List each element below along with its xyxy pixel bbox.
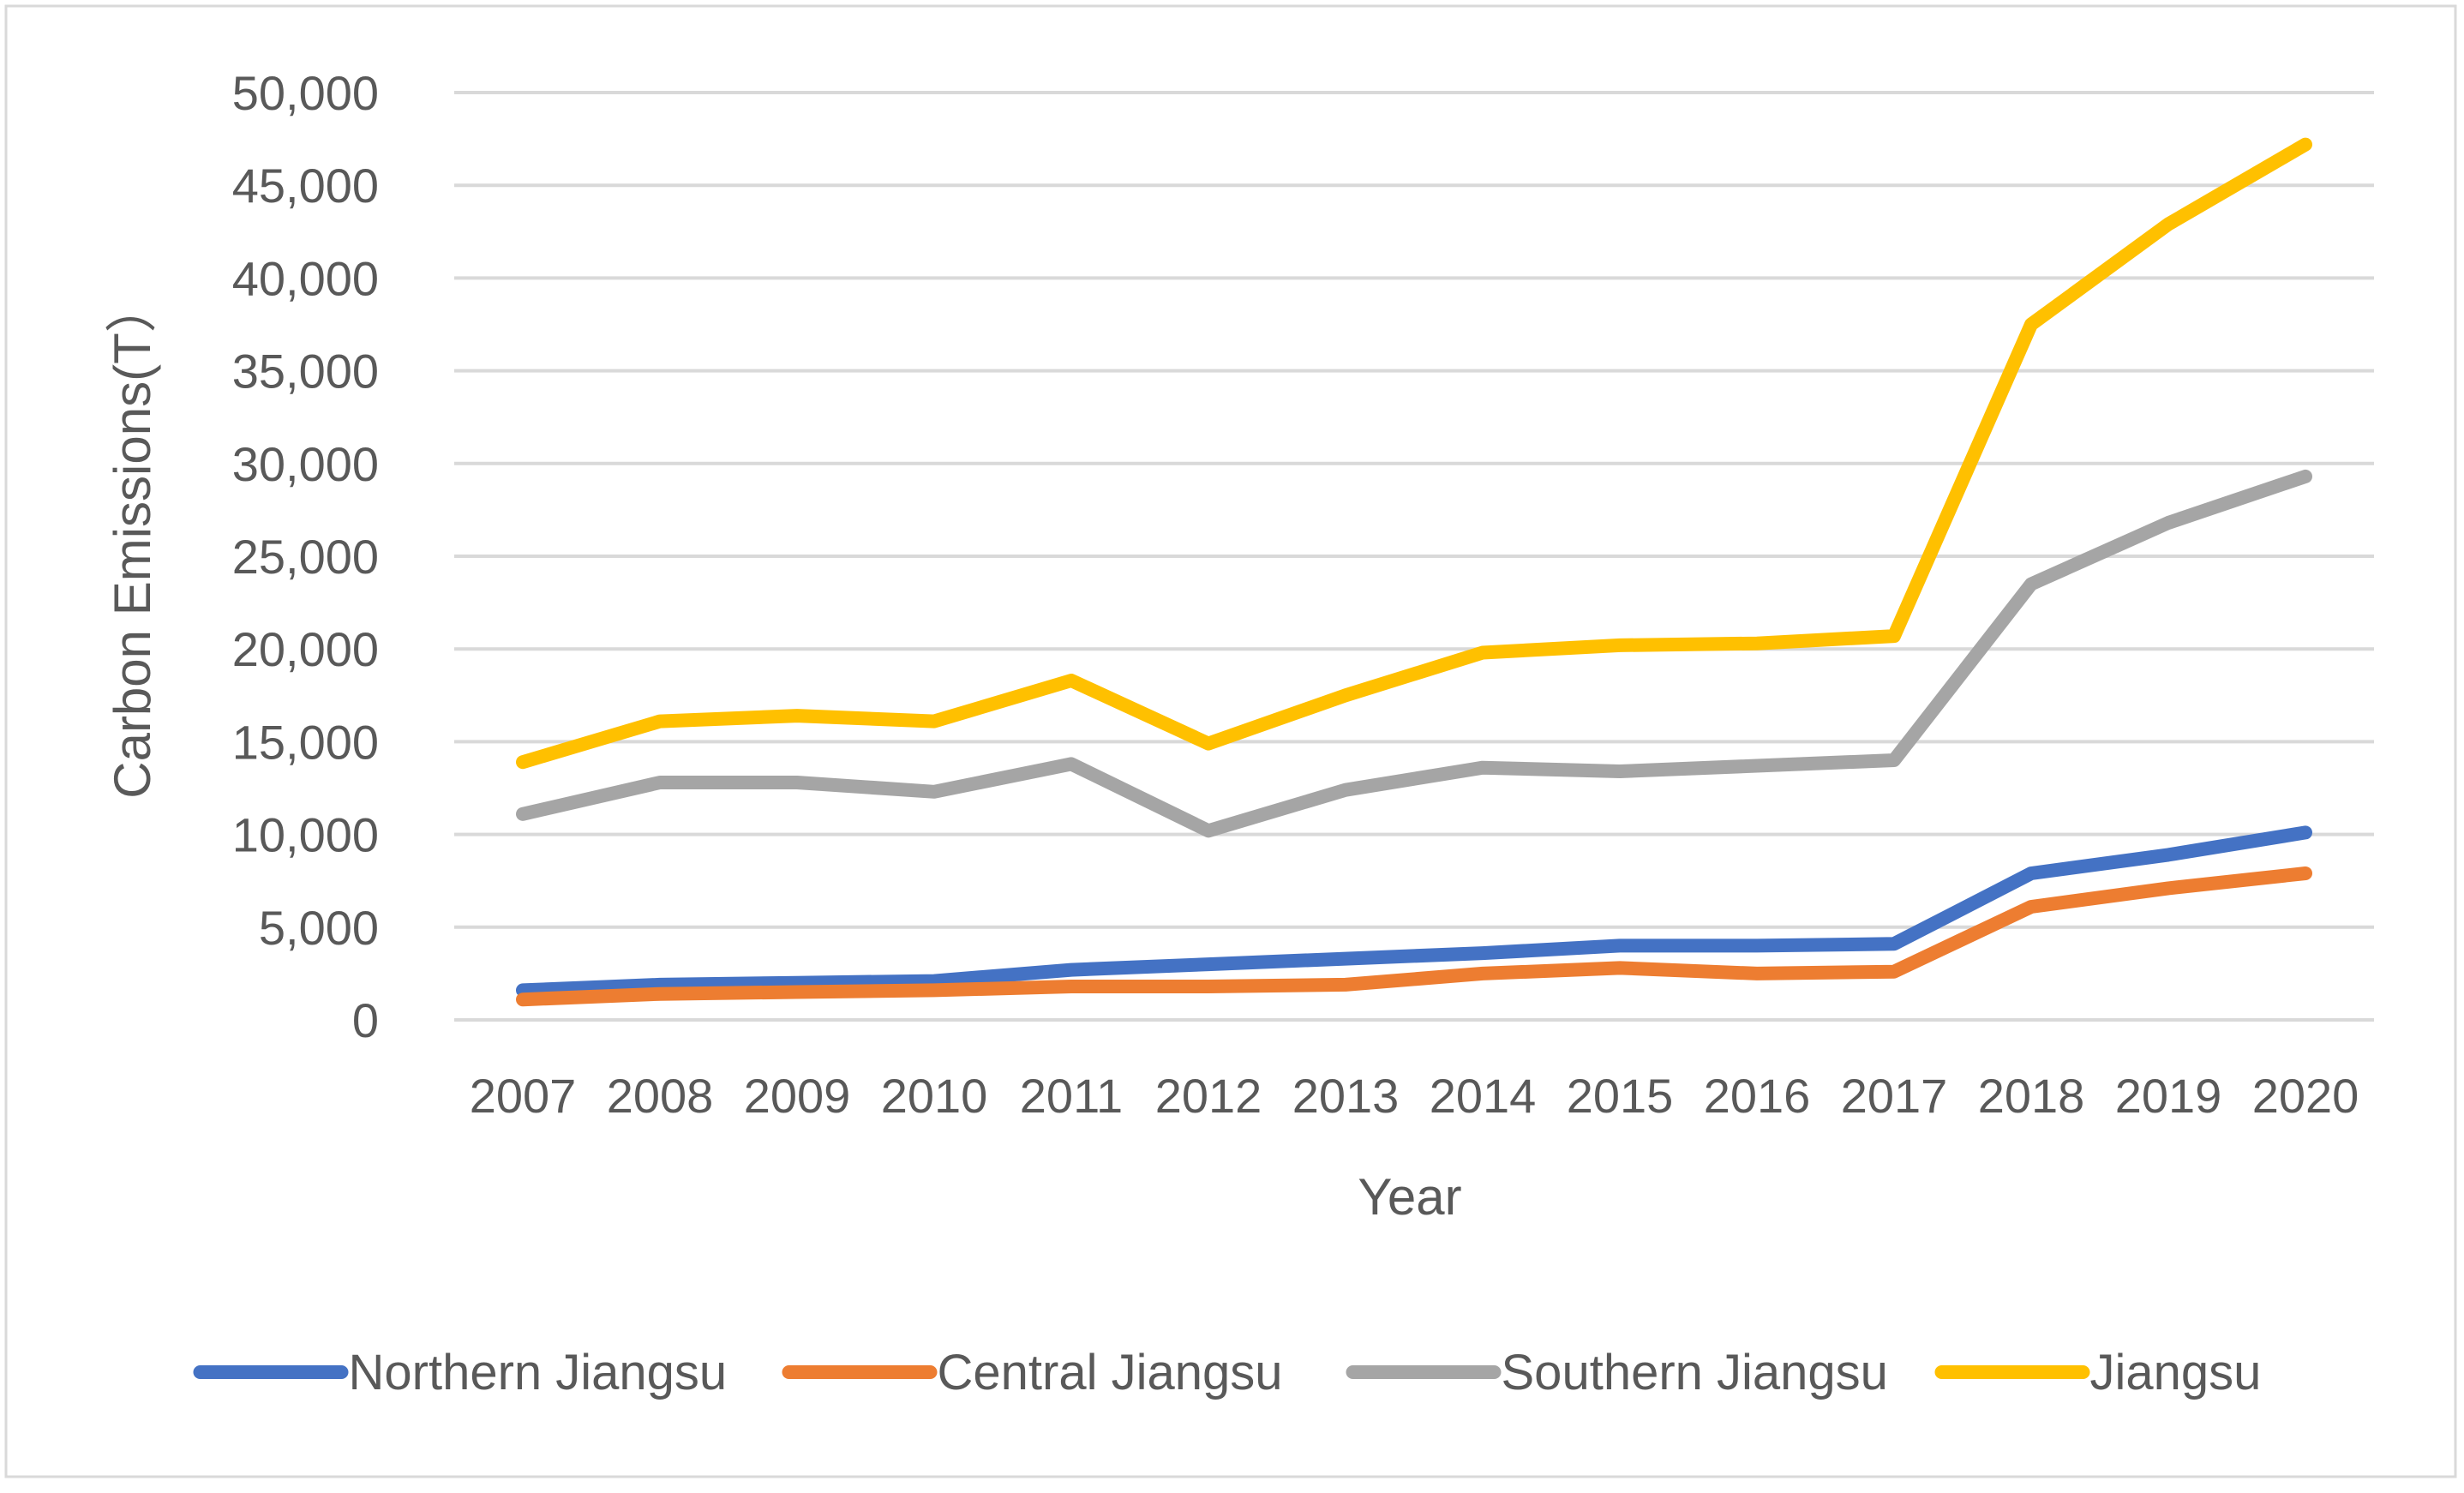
y-tick-label: 25,000 [232,530,379,584]
legend-label-central-jiangsu: Central Jiangsu [938,1345,1283,1400]
x-tick-label: 2013 [1292,1069,1400,1123]
legend-label-southern-jiangsu: Southern Jiangsu [1502,1345,1888,1400]
x-tick-label: 2010 [881,1069,988,1123]
y-tick-label: 35,000 [232,345,379,399]
legend-label-jiangsu: Jiangsu [2090,1345,2262,1400]
y-tick-label: 20,000 [232,622,379,676]
x-axis-tick-labels: 2007 2008 2009 2010 2011 2012 2013 2014 2015 2016… [470,1069,2359,1123]
x-tick-label: 2007 [470,1069,577,1123]
x-axis-label: Year [1358,1168,1461,1226]
x-tick-label: 2012 [1155,1069,1262,1123]
legend-label-northern-jiangsu: Northern Jiangsu [349,1345,728,1400]
legend: Northern Jiangsu Central Jiangsu Southern … [193,1345,2262,1400]
y-axis-tick-labels: 0 5,000 10,000 15,000 20,000 25,000 30,000 35,0… [232,66,379,1047]
y-tick-label: 30,000 [232,437,379,491]
x-tick-label: 2017 [1841,1069,1948,1123]
x-tick-label: 2020 [2252,1069,2359,1123]
y-tick-label: 15,000 [232,715,379,769]
x-tick-label: 2016 [1704,1069,1811,1123]
x-tick-label: 2014 [1430,1069,1537,1123]
x-tick-label: 2008 [607,1069,714,1123]
series-line-northern-jiangsu [516,825,2312,998]
y-tick-label: 40,000 [232,251,379,305]
y-axis-label: Carbon Emissions(T） [104,281,161,799]
x-tick-label: 2011 [1020,1069,1123,1123]
series-line-central-jiangsu [516,866,2312,1007]
series-line-southern-jiangsu [516,469,2312,838]
y-tick-label: 5,000 [259,901,379,955]
x-tick-label: 2019 [2115,1069,2222,1123]
x-tick-label: 2015 [1567,1069,1674,1123]
series-lines [516,137,2312,1007]
series-line-jiangsu [516,137,2312,770]
y-tick-label: 0 [352,993,379,1047]
y-tick-label: 45,000 [232,159,379,213]
gridlines [454,91,2374,1022]
x-tick-label: 2009 [744,1069,851,1123]
y-tick-label: 50,000 [232,66,379,120]
y-tick-label: 10,000 [232,808,379,862]
x-tick-label: 2018 [1978,1069,2085,1123]
